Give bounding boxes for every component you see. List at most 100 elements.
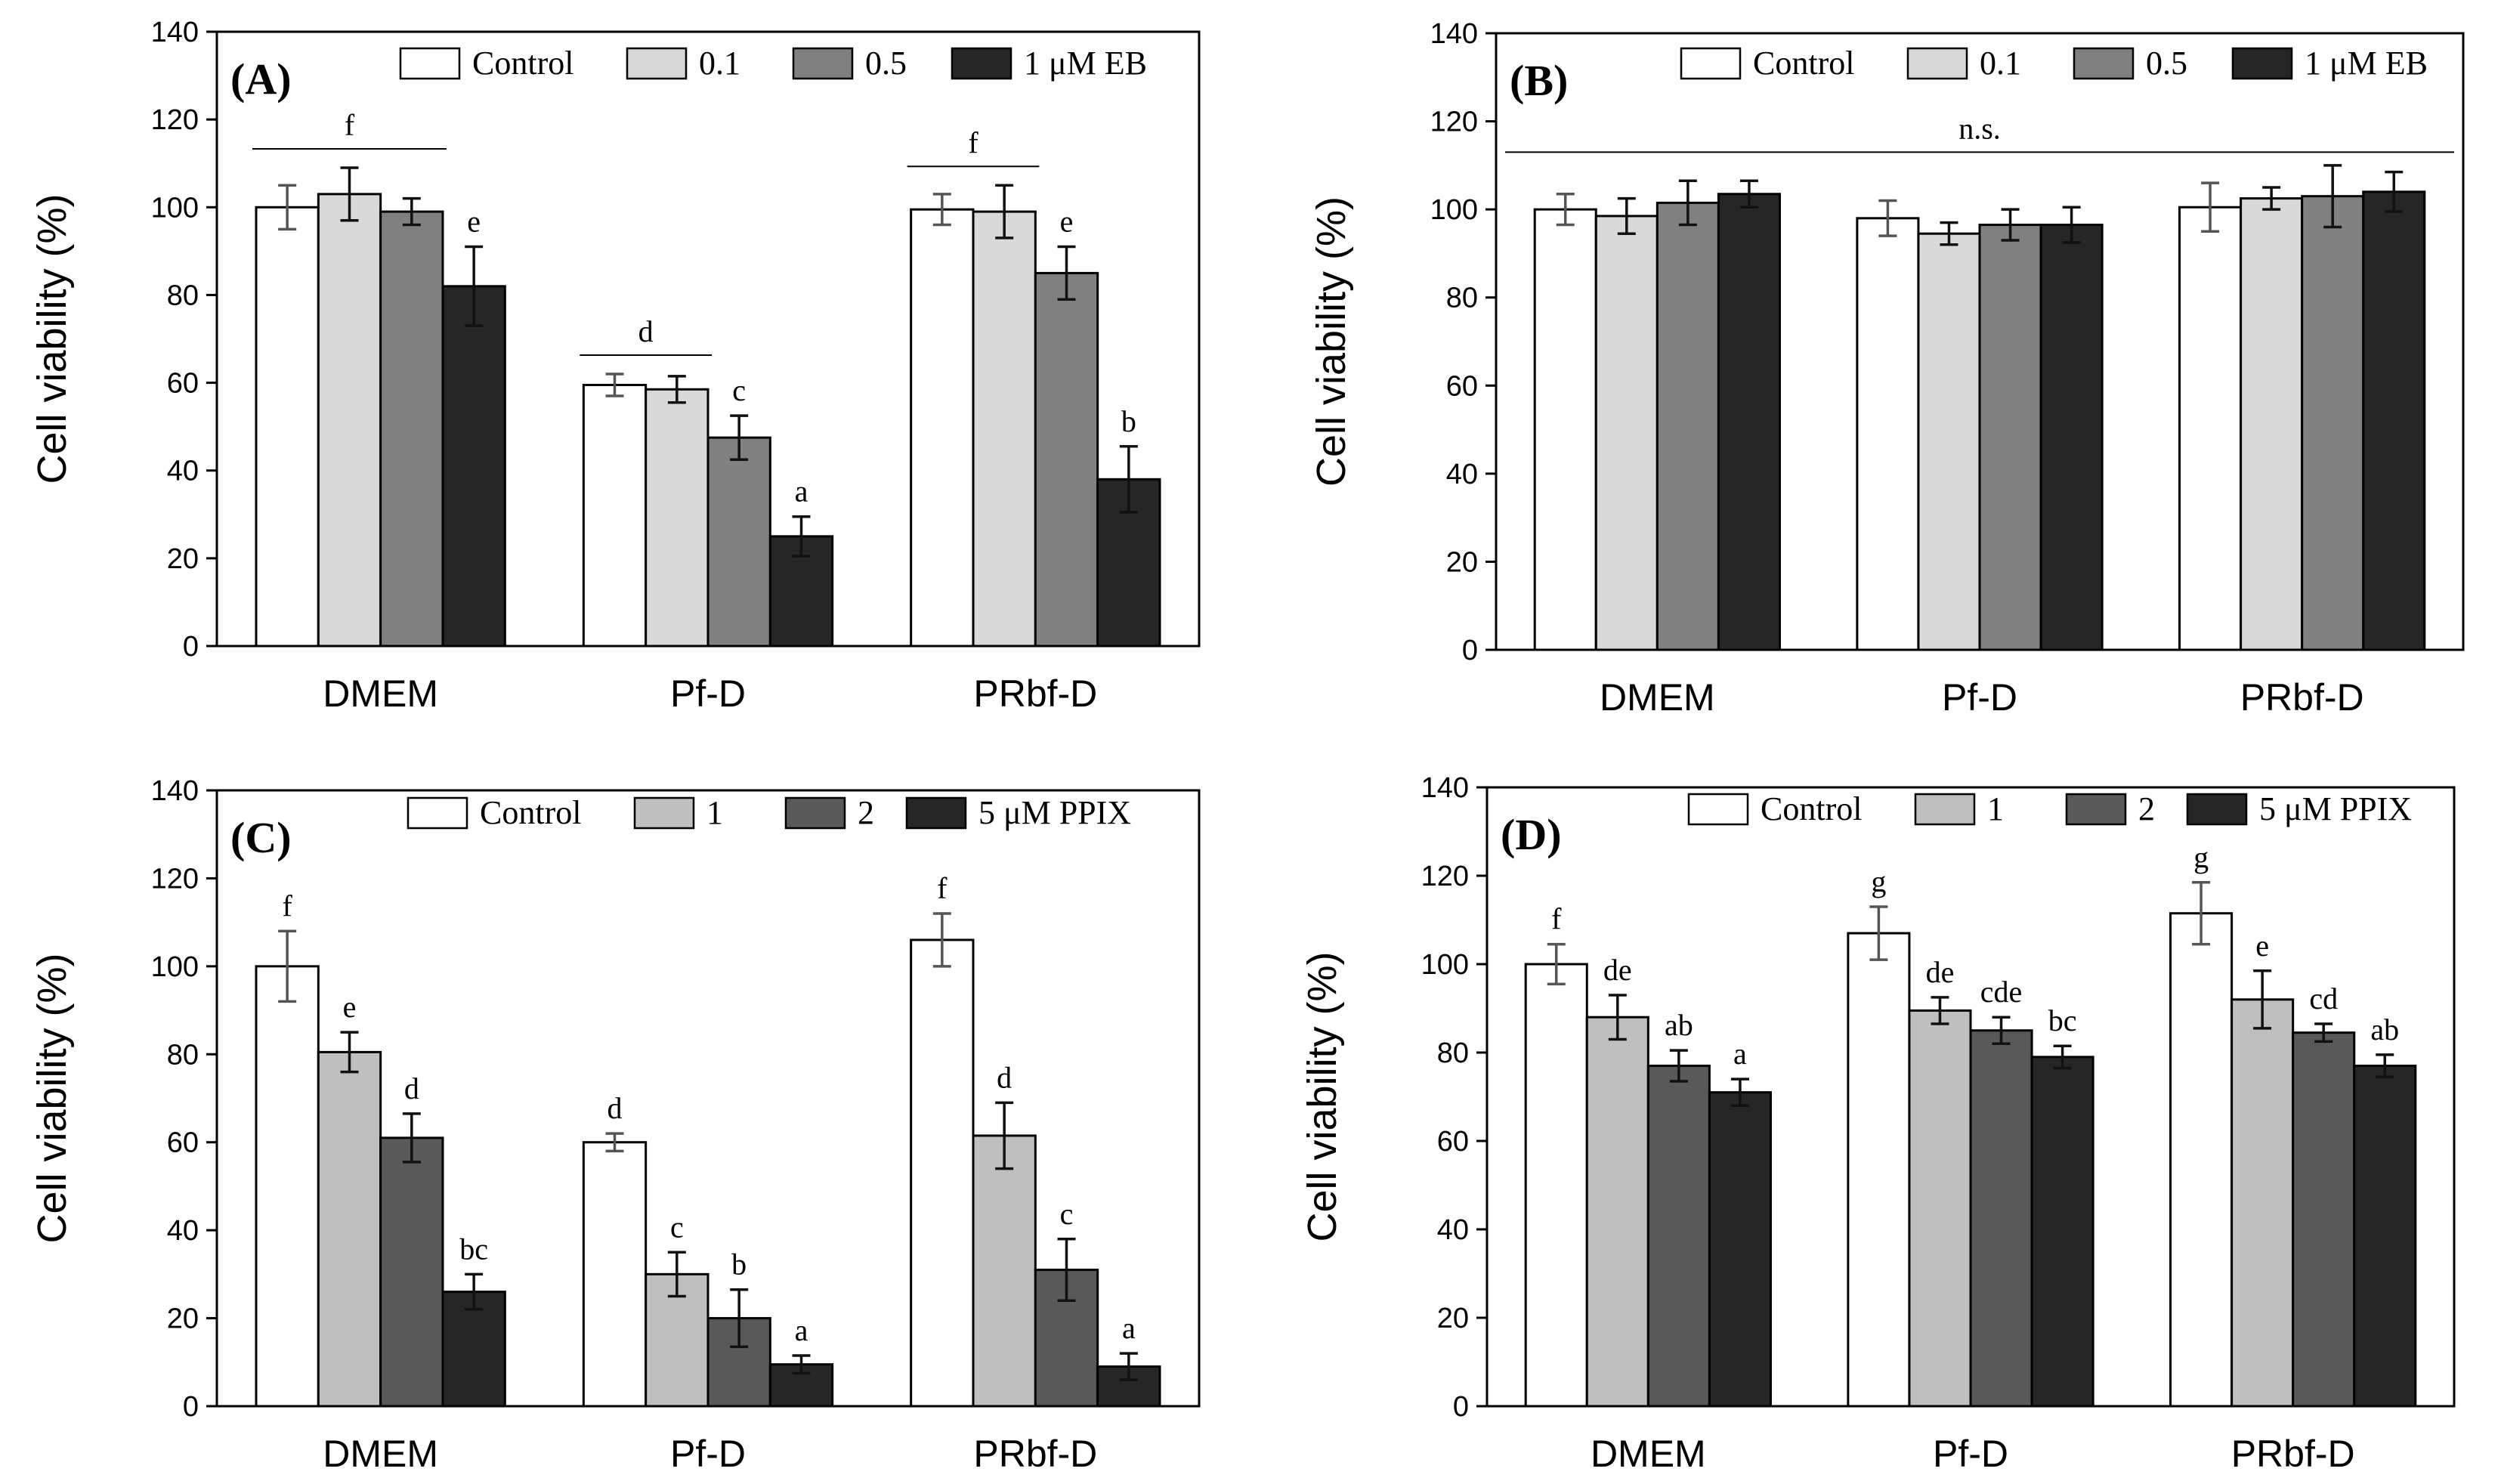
- bar: [768, 1363, 834, 1408]
- legend-swatch: [792, 47, 854, 80]
- significance-label: ab: [2370, 1013, 2399, 1047]
- significance-label: e: [1060, 205, 1074, 239]
- span-significance-label: n.s.: [1958, 111, 2001, 145]
- x-category-label: PRbf-D: [973, 1433, 1097, 1475]
- y-tick-label: 100: [1421, 949, 1469, 981]
- y-tick-label: 0: [1453, 1391, 1469, 1423]
- significance-label: d: [997, 1060, 1012, 1094]
- significance-label: a: [1733, 1037, 1747, 1071]
- y-axis-label: Cell viability (%): [1309, 196, 1354, 487]
- bar: [1978, 224, 2042, 651]
- legend-swatch: [905, 796, 967, 830]
- y-axis-label: Cell viability (%): [1300, 951, 1345, 1241]
- y-tick-label: 40: [167, 1215, 199, 1247]
- significance-label: g: [2193, 840, 2209, 874]
- bar: [1917, 232, 1981, 651]
- bar: [255, 965, 320, 1408]
- x-category-label: PRbf-D: [2240, 676, 2364, 719]
- y-tick-label: 140: [151, 17, 199, 48]
- significance-label: a: [795, 475, 808, 509]
- legend-label: 5 μM PPIX: [978, 794, 1131, 831]
- bar: [2230, 998, 2295, 1408]
- bar: [2030, 1056, 2094, 1408]
- x-category-label: PRbf-D: [973, 672, 1097, 715]
- legend-swatch: [1680, 47, 1742, 80]
- x-category-label: DMEM: [1591, 1433, 1706, 1475]
- x-category-label: DMEM: [323, 672, 438, 715]
- bar: [910, 938, 975, 1408]
- significance-label: f: [937, 871, 948, 905]
- bar: [2353, 1065, 2417, 1408]
- y-tick-label: 120: [1430, 107, 1478, 138]
- y-axis-label: Cell viability (%): [29, 953, 75, 1243]
- significance-label: e: [343, 990, 357, 1024]
- significance-label: ab: [1665, 1008, 1693, 1042]
- y-tick-label: 20: [1446, 546, 1478, 578]
- bar: [2301, 195, 2365, 651]
- significance-label: c: [732, 373, 746, 407]
- panel-label: (A): [230, 54, 292, 104]
- significance-label: f: [1551, 902, 1562, 936]
- bar: [2362, 190, 2426, 651]
- bar: [706, 436, 771, 648]
- y-tick-label: 100: [151, 951, 199, 983]
- significance-label: de: [1926, 955, 1955, 989]
- significance-label: a: [795, 1313, 808, 1347]
- bar: [379, 210, 444, 648]
- bar: [1856, 217, 1920, 651]
- y-tick-label: 40: [1446, 459, 1478, 490]
- bar: [2039, 224, 2104, 651]
- significance-label: de: [1603, 953, 1632, 987]
- bar: [2169, 912, 2234, 1408]
- y-tick-label: 0: [1462, 635, 1478, 666]
- x-category-label: DMEM: [1600, 676, 1715, 719]
- legend-swatch: [626, 47, 688, 80]
- y-tick-label: 120: [151, 104, 199, 136]
- legend-swatch: [1906, 47, 1968, 80]
- legend-swatch: [2073, 47, 2135, 80]
- bar: [2240, 197, 2304, 651]
- legend-label: 0.5: [2146, 45, 2187, 82]
- chart-panel-1: 0 20 40 60 80 100 120 140 Cell viability (%) DMEM…: [29, 17, 1201, 715]
- group-significance-label: f: [345, 108, 355, 142]
- legend-label: 1 μM EB: [2305, 45, 2428, 82]
- legend-label: 1: [706, 794, 723, 831]
- significance-label: a: [1122, 1311, 1136, 1345]
- significance-label: cde: [1980, 975, 2023, 1009]
- legend-swatch: [1914, 793, 1976, 826]
- chart-panel-2: 0 20 40 60 80 100 120 140 Cell viability (%) DMEM…: [1309, 18, 2465, 719]
- bar: [910, 208, 975, 648]
- legend-label: 2: [2138, 790, 2155, 827]
- y-tick-label: 80: [1437, 1037, 1469, 1069]
- legend-swatch: [633, 796, 695, 830]
- x-category-label: Pf-D: [1942, 676, 2017, 719]
- significance-label: f: [283, 889, 293, 923]
- bar: [1708, 1091, 1772, 1408]
- y-tick-label: 60: [167, 368, 199, 400]
- bar: [441, 285, 506, 648]
- y-tick-label: 60: [167, 1127, 199, 1159]
- bar: [2178, 206, 2243, 651]
- significance-label: b: [1121, 404, 1136, 438]
- bar: [379, 1136, 444, 1408]
- x-category-label: Pf-D: [670, 672, 746, 715]
- significance-label: bc: [2048, 1003, 2077, 1037]
- significance-label: d: [607, 1091, 623, 1125]
- legend-swatch: [399, 47, 461, 80]
- panel-label: (B): [1510, 56, 1568, 105]
- legend-label: 0.1: [1980, 45, 2021, 82]
- legend-label: Control: [472, 45, 573, 82]
- x-category-label: Pf-D: [670, 1433, 746, 1475]
- bar: [1034, 271, 1099, 648]
- legend-swatch: [2231, 47, 2293, 80]
- y-tick-label: 40: [1437, 1214, 1469, 1246]
- bar: [1646, 1065, 1711, 1408]
- y-tick-label: 80: [167, 280, 199, 311]
- y-tick-label: 20: [167, 543, 199, 575]
- group-significance-label: d: [638, 314, 654, 348]
- legend-label: 1: [1987, 790, 2004, 827]
- significance-label: cd: [2309, 982, 2338, 1016]
- bar: [1908, 1009, 1972, 1408]
- bar: [1585, 1016, 1649, 1408]
